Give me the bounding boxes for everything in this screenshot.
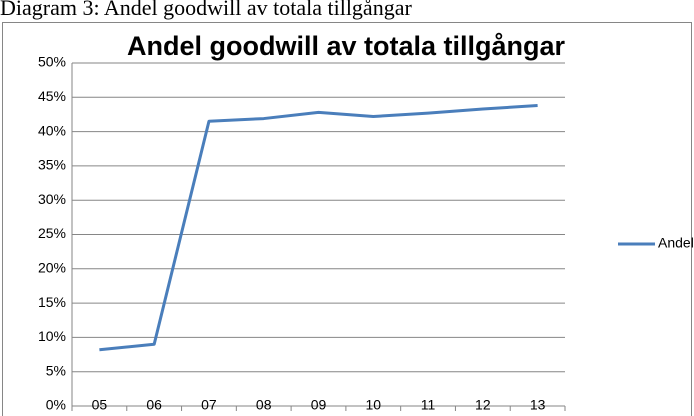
chart-frame (2, 22, 692, 416)
chart-title: Andel goodwill av totala tillgångar (127, 31, 566, 61)
y-tick-label: 10% (38, 328, 66, 344)
y-tick-label: 30% (38, 191, 66, 207)
x-tick-label: 09 (311, 397, 327, 413)
legend-label: Andel (658, 235, 694, 251)
y-tick-label: 35% (38, 157, 66, 173)
y-tick-label: 25% (38, 225, 66, 241)
x-tick-label: 06 (146, 397, 162, 413)
x-tick-label: 10 (365, 397, 381, 413)
y-tick-label: 45% (38, 88, 66, 104)
caption: Diagram 3: Andel goodwill av totala till… (0, 0, 412, 20)
y-tick-label: 5% (46, 362, 66, 378)
data-line (99, 104, 538, 352)
y-tick-label: 20% (38, 260, 66, 276)
y-tick-label: 0% (46, 397, 66, 413)
x-tick-label: 13 (530, 397, 546, 413)
x-tick-label: 05 (92, 397, 108, 413)
x-tick-label: 12 (475, 397, 491, 413)
y-tick-label: 15% (38, 294, 66, 310)
x-tick-label: 07 (201, 397, 217, 413)
y-tick-label: 40% (38, 122, 66, 138)
x-tick-label: 11 (421, 397, 436, 413)
y-tick-label: 50% (38, 54, 66, 70)
x-tick-label: 08 (256, 397, 272, 413)
